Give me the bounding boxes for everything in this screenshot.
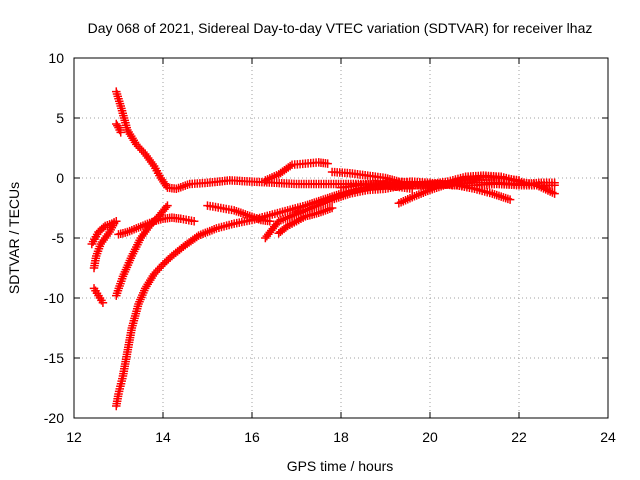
series-track-d: [115, 214, 198, 238]
series-track-b: [113, 178, 558, 409]
y-axis-label: SDTVAR / TECUs: [6, 182, 22, 294]
data-layer: [88, 88, 558, 409]
series-track-g: [91, 285, 107, 306]
vtec-chart: Day 068 of 2021, Sidereal Day-to-day VTE…: [0, 0, 640, 480]
y-tick-label: -20: [44, 410, 64, 426]
x-tick-label: 20: [422, 429, 438, 445]
x-tick-label: 16: [244, 429, 260, 445]
x-tick-label: 24: [600, 429, 616, 445]
x-tick-label: 22: [511, 429, 527, 445]
y-tick-label: -15: [44, 350, 64, 366]
y-tick-label: 10: [48, 50, 64, 66]
x-axis-label: GPS time / hours: [287, 458, 394, 474]
chart-title: Day 068 of 2021, Sidereal Day-to-day VTE…: [88, 20, 593, 36]
series-track-j: [262, 181, 514, 242]
y-tick-label: 5: [56, 110, 64, 126]
y-tick-label: -10: [44, 290, 64, 306]
tick-layer: 12 14 16 18 20 22 24 10 5 0 -5 -10 -15 -20: [44, 50, 616, 445]
x-tick-label: 14: [155, 429, 171, 445]
grid-layer: [74, 58, 608, 418]
y-tick-label: 0: [56, 170, 64, 186]
y-tick-label: -5: [52, 230, 65, 246]
x-tick-label: 12: [66, 429, 82, 445]
x-tick-label: 18: [333, 429, 349, 445]
series-track-c: [113, 202, 171, 299]
